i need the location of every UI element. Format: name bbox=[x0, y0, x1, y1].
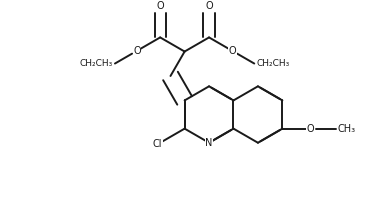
Text: CH₂CH₃: CH₂CH₃ bbox=[256, 59, 289, 68]
Text: O: O bbox=[156, 1, 164, 11]
Text: CH₃: CH₃ bbox=[338, 124, 356, 134]
Text: O: O bbox=[133, 46, 141, 56]
Text: O: O bbox=[229, 46, 236, 56]
Text: Cl: Cl bbox=[153, 139, 163, 149]
Text: N: N bbox=[205, 138, 213, 148]
Text: O: O bbox=[307, 124, 314, 134]
Text: O: O bbox=[205, 1, 213, 11]
Text: CH₂CH₃: CH₂CH₃ bbox=[80, 59, 113, 68]
